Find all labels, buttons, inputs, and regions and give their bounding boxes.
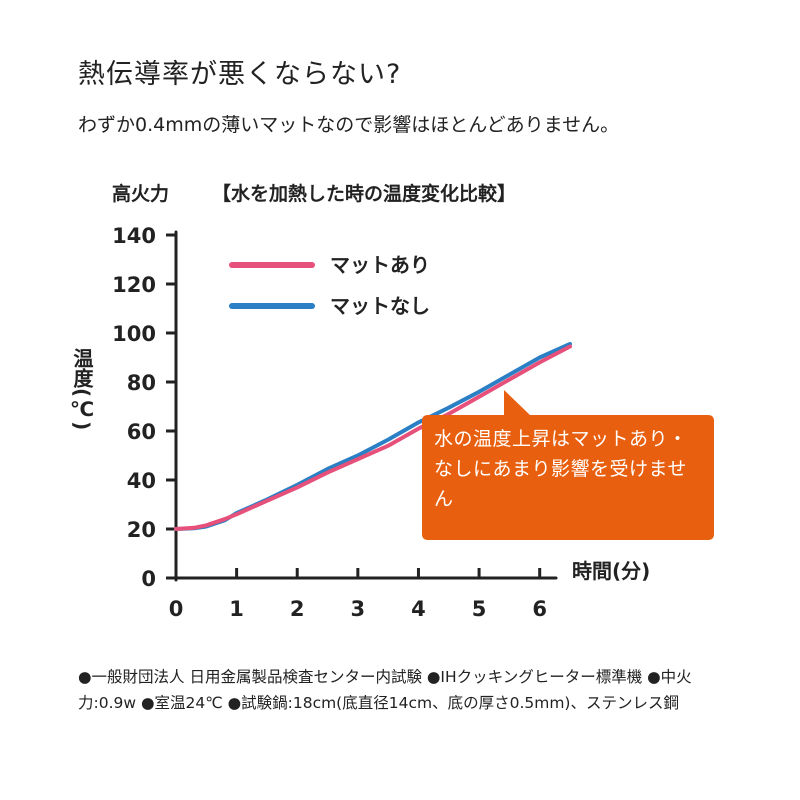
x-tick-label: 0 [169, 597, 184, 621]
callout-bubble [422, 390, 714, 540]
y-tick-label: 20 [127, 518, 156, 542]
x-tick-label: 1 [229, 597, 244, 621]
y-tick-group: 0 20 40 60 80 100 120 140 [112, 224, 176, 591]
y-tick-label: 80 [127, 371, 156, 395]
y-tick-label: 140 [112, 224, 156, 248]
x-tick-label: 2 [290, 597, 305, 621]
y-axis-label: 温度(℃) [70, 347, 94, 431]
y-tick-label: 60 [127, 420, 156, 444]
page-subtitle: わずか0.4mmの薄いマットなので影響はほとんどありません。 [78, 114, 620, 136]
footnote: ●一般財団法人 日用金属製品検査センター内試験 ●IHクッキングヒーター標準機 … [78, 664, 738, 716]
chart-title: 【水を加熱した時の温度変化比較】 [212, 182, 516, 205]
legend-label-nomat: マットなし [330, 294, 430, 318]
series-group [174, 342, 572, 531]
x-axis-label: 時間(分) [572, 559, 650, 583]
x-tick-group: 0 1 2 3 4 5 6 [169, 568, 547, 621]
footnote-item: ●IHクッキングヒーター標準機 [426, 668, 643, 686]
y-tick-label: 0 [141, 567, 156, 591]
x-tick-label: 6 [532, 597, 547, 621]
callout-shape [422, 390, 714, 540]
series-line-mat [174, 344, 572, 531]
x-tick-label: 5 [472, 597, 487, 621]
footnote-item: ●試験鍋:18cm(底直径14cm、底の厚さ0.5mm)、ステンレス鋼 [227, 694, 679, 712]
power-label: 高火力 [112, 182, 169, 205]
x-tick-label: 3 [351, 597, 366, 621]
footnote-item: ●中火力:0.9w [78, 668, 692, 712]
legend-label-mat: マットあり [330, 253, 430, 277]
footnote-item: ●一般財団法人 日用金属製品検査センター内試験 [78, 668, 422, 686]
page-title: 熱伝導率が悪くならない? [78, 59, 402, 90]
callout-text: 水の温度上昇はマットあり・なしにあまり影響を受けません [434, 428, 688, 510]
footnote-item: ●室温24℃ [141, 694, 223, 712]
y-tick-label: 100 [112, 322, 156, 346]
x-tick-label: 4 [411, 597, 426, 621]
y-tick-label: 120 [112, 273, 156, 297]
y-tick-label: 40 [127, 469, 156, 493]
